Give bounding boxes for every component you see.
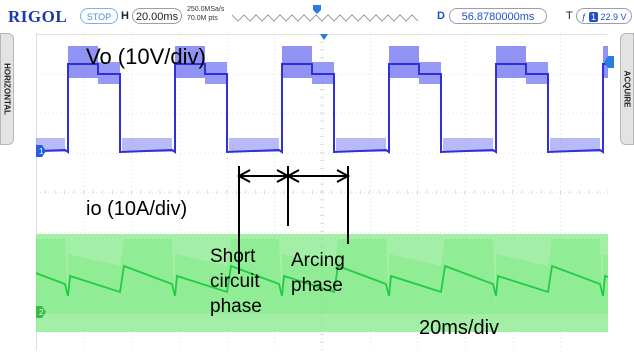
channel-1-marker[interactable]: 1 [36, 145, 46, 157]
channel-1-label: Vo (10V/div) [86, 44, 206, 69]
waveform-display[interactable] [36, 34, 608, 350]
run-stop-status[interactable]: STOP [80, 8, 118, 24]
acquire-tab-label: ACQUIRE [622, 70, 632, 108]
arcing-phase-label: Arcing phase [291, 250, 345, 296]
timebase-annotation: 20ms/div [419, 317, 500, 339]
svg-text:2: 2 [39, 308, 44, 317]
rising-edge-icon: ƒ [581, 12, 587, 22]
horizontal-tab[interactable]: HORIZONTAL [0, 33, 14, 145]
horizontal-label: H [121, 10, 129, 22]
top-status-bar: RIGOL STOP H 20.00ms 250.0MSa/s 70.0M pt… [0, 0, 634, 32]
channel-2-label: io (10A/div) [86, 198, 188, 220]
rigol-logo: RIGOL [8, 7, 68, 26]
memory-depth: 70.0M pts [187, 15, 218, 22]
channel-2-marker[interactable]: 2 [36, 306, 46, 318]
memory-position-bar [232, 14, 419, 22]
channel-2-waveform [36, 234, 608, 332]
delay-label: D [437, 10, 445, 22]
trigger-time-marker [320, 34, 328, 40]
acquisition-info: 250.0MSa/s 70.0M pts [187, 5, 224, 23]
trigger-label: T [566, 10, 573, 22]
svg-text:1: 1 [39, 147, 44, 156]
trigger-settings[interactable]: ƒ 1 22.9 V [576, 8, 632, 24]
channel-1-waveform [36, 46, 608, 154]
horizontal-tab-label: HORIZONTAL [2, 63, 12, 115]
trigger-level-marker[interactable] [604, 56, 614, 68]
trigger-position-icon [313, 5, 321, 14]
acquire-tab[interactable]: ACQUIRE [620, 33, 634, 145]
timebase-value[interactable]: 20.00ms [132, 8, 182, 24]
phase-markers [236, 166, 351, 274]
sample-rate: 250.0MSa/s [187, 6, 225, 13]
delay-value[interactable]: 56.8780000ms [449, 8, 547, 24]
short-circuit-phase-label: Short circuit phase [210, 246, 262, 317]
trigger-level: 22.9 V [600, 12, 627, 22]
trigger-source: 1 [588, 12, 598, 22]
